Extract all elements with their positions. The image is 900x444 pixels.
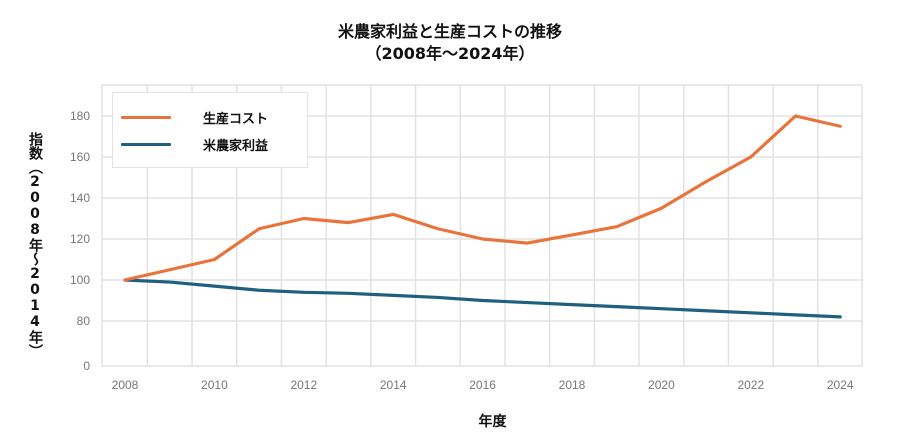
x-axis-label: 年度: [478, 414, 507, 430]
y-tick-label: 180: [70, 109, 90, 123]
series-line-farmer-profit: [123, 278, 842, 319]
y-tick-label: 160: [70, 150, 90, 164]
y-tick-label: 120: [70, 232, 90, 246]
chart-title: 米農家利益と生産コストの推移: [337, 22, 562, 41]
x-tick-label: 2012: [290, 378, 317, 392]
legend-item-farmer-profit: 米農家利益: [121, 134, 268, 154]
x-tick-label: 2014: [380, 378, 407, 392]
y-tick-label: 80: [77, 314, 91, 328]
series-lines: [123, 114, 842, 319]
y-axis-ticks: 0 80 100 120 140 160 180: [70, 109, 90, 373]
legend-item-production-cost: 生産コスト: [121, 107, 268, 127]
x-axis-ticks: 2008 2010 2012 2014 2016 2018 2020 2022 2024: [112, 378, 854, 392]
x-tick-label: 2008: [112, 378, 139, 392]
y-tick-label: 100: [70, 273, 90, 287]
x-tick-label: 2018: [559, 378, 586, 392]
x-tick-label: 2020: [648, 378, 675, 392]
legend-swatch-farmer-profit: [121, 142, 171, 146]
y-tick-label: 140: [70, 191, 90, 205]
x-tick-label: 2024: [827, 378, 854, 392]
chart-subtitle: （2008年～2024年）: [365, 44, 535, 63]
x-tick-label: 2022: [737, 378, 764, 392]
y-tick-label: 0: [83, 359, 90, 373]
legend: 生産コスト 米農家利益: [112, 92, 308, 168]
legend-label-farmer-profit: 米農家利益: [203, 138, 269, 154]
x-tick-label: 2016: [469, 378, 496, 392]
x-tick-label: 2010: [201, 378, 228, 392]
plot-frame: [101, 84, 863, 367]
y-axis-label: 指数（2008年～2014年）: [27, 132, 43, 358]
legend-label-production-cost: 生産コスト: [203, 111, 269, 127]
legend-swatch-production-cost: [121, 115, 171, 119]
